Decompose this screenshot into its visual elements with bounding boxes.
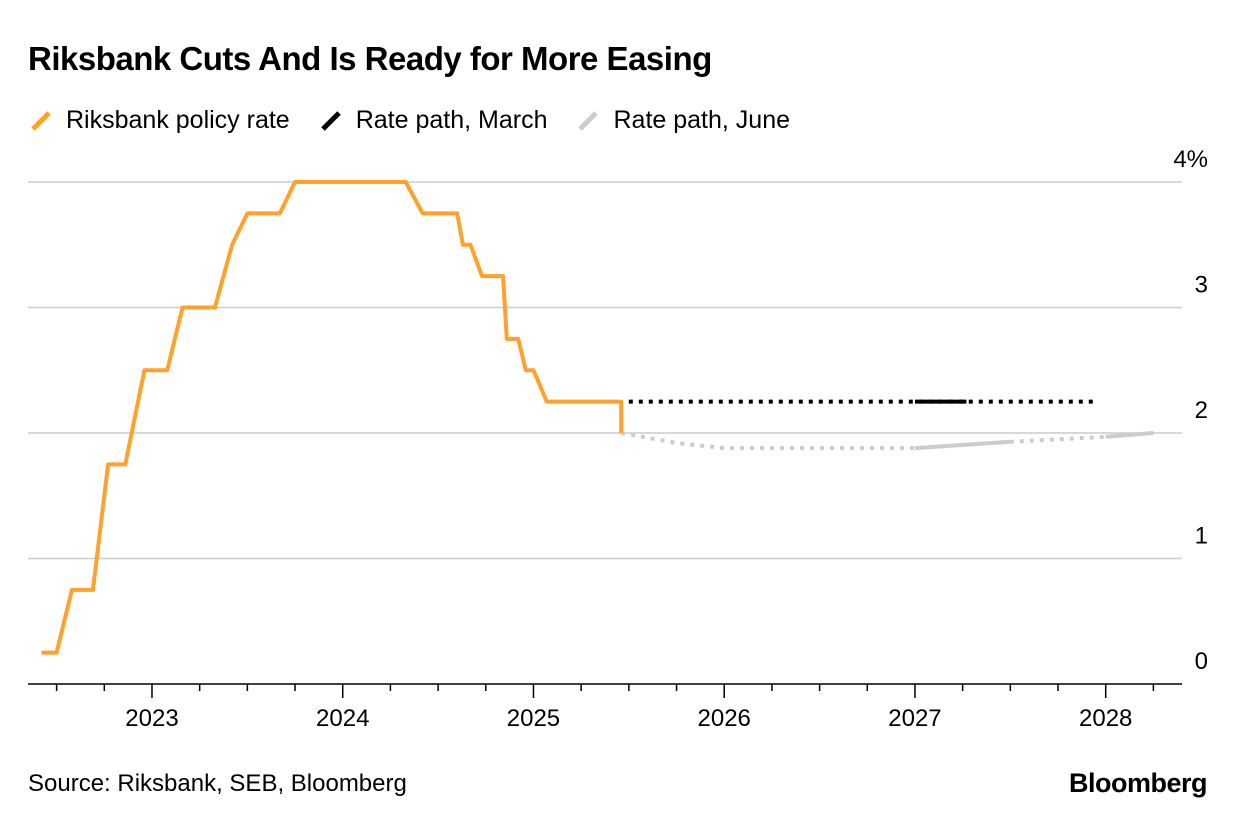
legend: Riksbank policy rate Rate path, March Ra… (30, 106, 820, 135)
series-line-rate-path-june (620, 431, 1154, 451)
legend-label-rate-path-march: Rate path, March (355, 106, 548, 134)
x-tick-label-2028: 2028 (1079, 705, 1132, 732)
legend-item-policy-rate: Riksbank policy rate (30, 106, 290, 135)
x-tick-label-2025: 2025 (507, 705, 560, 732)
legend-item-rate-path-march: Rate path, March (320, 106, 548, 135)
bloomberg-logo: Bloomberg (1068, 768, 1208, 798)
y-tick-label-2: 2 (1195, 397, 1208, 424)
legend-swatch-policy-rate (31, 110, 51, 131)
x-tick-label-2027: 2027 (888, 705, 941, 732)
series-line-policy-rate (41, 180, 624, 655)
y-tick-label-4: 4% (1173, 146, 1208, 173)
x-tick-label-2024: 2024 (316, 705, 369, 732)
legend-label-policy-rate: Riksbank policy rate (66, 106, 290, 134)
legend-item-rate-path-june: Rate path, June (577, 106, 790, 135)
x-tick-label-2026: 2026 (698, 705, 751, 732)
legend-label-rate-path-june: Rate path, June (613, 106, 790, 134)
series-segment-rate-path-june-end (1105, 431, 1154, 439)
legend-swatch-rate-path-june (578, 110, 599, 131)
chart-title: Riksbank Cuts And Is Ready for More Easi… (28, 40, 712, 77)
x-tick-label-2023: 2023 (125, 705, 178, 732)
y-tick-label-0: 0 (1195, 648, 1208, 675)
series-segment-rate-path-june-solid (914, 439, 1011, 451)
legend-swatch-rate-path-march (320, 110, 341, 131)
y-tick-label-1: 1 (1195, 523, 1208, 550)
y-tick-label-3: 3 (1195, 272, 1208, 299)
source-note: Source: Riksbank, SEB, Bloomberg (28, 770, 407, 797)
